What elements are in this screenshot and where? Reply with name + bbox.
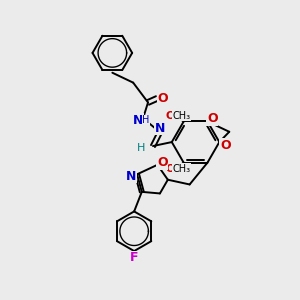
Text: H: H bbox=[137, 143, 145, 153]
Text: O: O bbox=[165, 164, 175, 174]
Text: N: N bbox=[126, 170, 136, 183]
Text: N: N bbox=[155, 122, 165, 135]
Text: CH₃: CH₃ bbox=[172, 110, 191, 121]
Text: CH₃: CH₃ bbox=[172, 164, 191, 174]
Text: N: N bbox=[133, 114, 143, 127]
Text: O: O bbox=[158, 92, 168, 105]
Text: F: F bbox=[130, 251, 138, 265]
Text: O: O bbox=[207, 112, 218, 125]
Text: O: O bbox=[165, 110, 175, 121]
Text: O: O bbox=[220, 139, 231, 152]
Text: H: H bbox=[142, 115, 150, 125]
Text: O: O bbox=[157, 156, 168, 169]
